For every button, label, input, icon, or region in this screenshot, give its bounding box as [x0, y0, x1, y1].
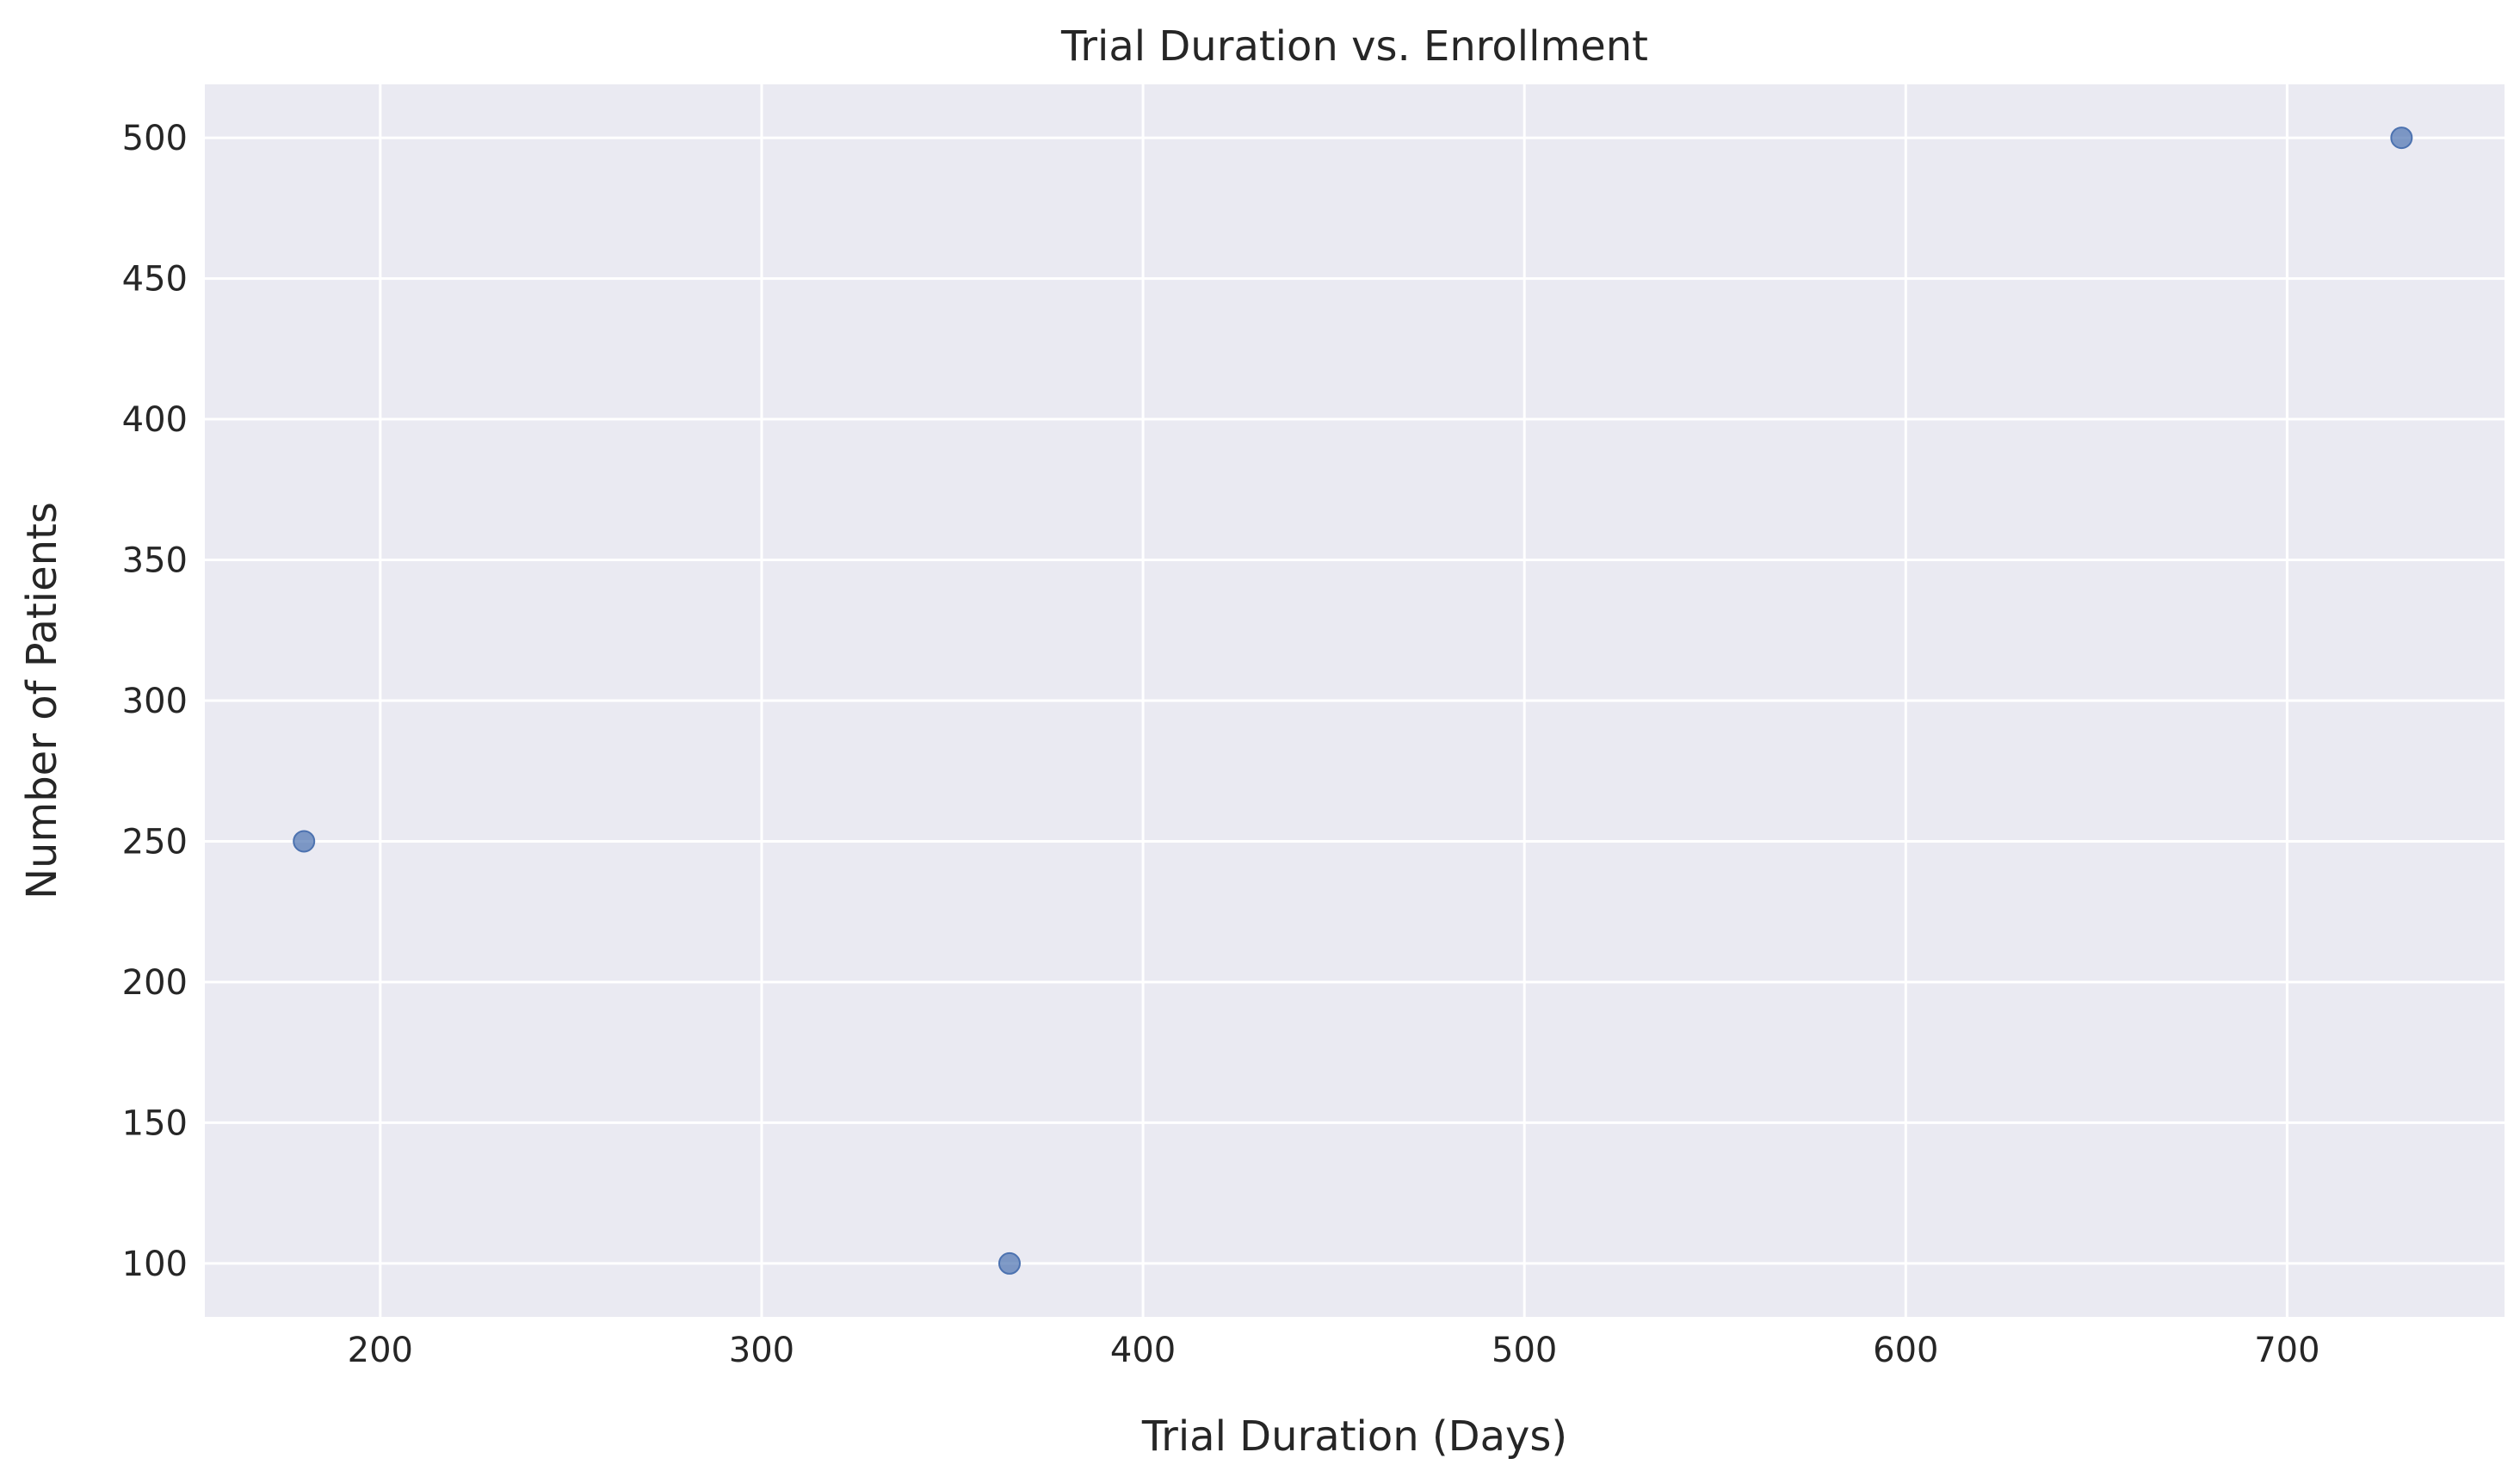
y-tick-label: 350	[122, 541, 188, 581]
x-tick-label: 500	[1492, 1331, 1557, 1370]
grid-lines	[205, 84, 2505, 1317]
y-tick-label: 450	[122, 260, 188, 300]
data-point	[2390, 127, 2413, 150]
chart-title: Trial Duration vs. Enrollment	[1060, 22, 1648, 71]
y-tick-label: 200	[122, 963, 188, 1003]
y-tick-label: 100	[122, 1245, 188, 1284]
y-tick-label: 400	[122, 400, 188, 440]
y-tick-label: 250	[122, 822, 188, 862]
x-tick-label: 600	[1873, 1331, 1938, 1370]
data-point	[293, 830, 316, 853]
y-tick-label: 150	[122, 1103, 188, 1143]
x-tick-labels: 200 300 400 500 600 700	[348, 1331, 2320, 1370]
x-axis-label: Trial Duration (Days)	[1141, 1412, 1567, 1461]
data-points	[293, 127, 2413, 1275]
y-tick-label: 300	[122, 682, 188, 721]
y-tick-label: 500	[122, 119, 188, 158]
y-axis-label: Number of Patients	[18, 502, 66, 899]
x-tick-label: 400	[1110, 1331, 1176, 1370]
x-tick-label: 700	[2254, 1331, 2319, 1370]
x-tick-label: 300	[729, 1331, 794, 1370]
data-point	[998, 1251, 1021, 1275]
x-tick-label: 200	[348, 1331, 413, 1370]
y-tick-labels: 100 150 200 250 300 350 400 450 500	[122, 119, 188, 1284]
